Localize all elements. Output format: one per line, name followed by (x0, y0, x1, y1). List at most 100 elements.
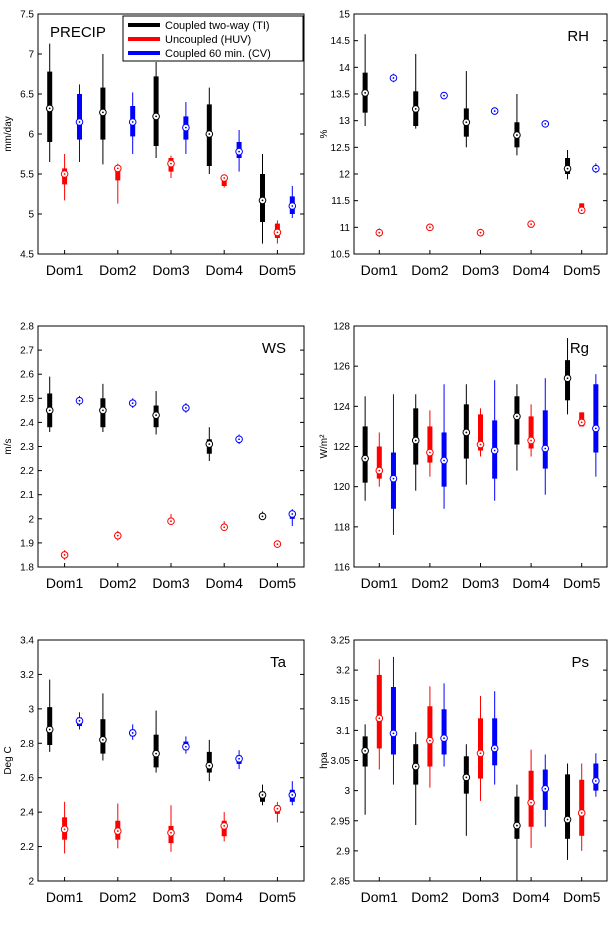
box-ps-s2-c0 (389, 656, 398, 785)
box-rh-s0-c3 (513, 94, 521, 156)
median-dot (566, 167, 569, 170)
box-rh-s1-c1 (426, 223, 434, 232)
panel-ta: 2 2.2 2.4 2.6 2.8 3 3.2 3.4 Deg C Ta Dom1 Dom2 Dom3 D… (3, 636, 305, 905)
y-tick-label: 2.6 (20, 370, 34, 381)
box (565, 774, 571, 839)
y-axis-label: mm/day (3, 116, 14, 152)
median-dot (291, 513, 294, 515)
box (593, 384, 599, 453)
median-dot (414, 108, 417, 110)
y-tick-label: 2 (28, 877, 34, 888)
median-dot (594, 427, 597, 430)
x-tick-label: Dom4 (512, 575, 550, 591)
y-tick-label: 116 (334, 563, 350, 574)
median-dot (223, 825, 226, 827)
box-precip-s0-c0 (45, 43, 54, 162)
box-ps-s0-c4 (563, 763, 572, 860)
box-rh-s1-c2 (476, 228, 485, 237)
box-precip-s0-c1 (99, 54, 107, 165)
median-dot (530, 439, 532, 442)
box-rg-s1-c1 (426, 410, 434, 477)
box-rg-s2-c1 (440, 384, 448, 509)
y-tick-label: 15 (339, 10, 351, 21)
median-dot (291, 205, 294, 207)
x-tick-label: Dom3 (152, 889, 190, 905)
median-dot (78, 720, 81, 722)
x-tick-label: Dom5 (259, 889, 297, 905)
x-tick-label: Dom4 (206, 262, 244, 278)
median-dot (516, 415, 518, 418)
y-tick-label: 13 (339, 116, 351, 127)
box-ws-s1-c2 (167, 513, 175, 526)
panel-rh: 10.5 11 11.5 12 12.5 13 13.5 14 14.5 15% RH Dom1 Dom… (319, 10, 608, 278)
median-dot (155, 115, 158, 118)
median-dot (184, 407, 187, 409)
box (514, 796, 520, 839)
median-dot (63, 828, 66, 831)
median-dot (378, 469, 381, 472)
y-tick-label: 13.5 (331, 90, 351, 101)
panel-ws: 1.8 1.9 2 2.1 2.2 2.3 2.4 2.5 2.6 2.7 2.8 m/s WS Dom1… (3, 322, 305, 591)
box-ps-s0-c0 (361, 724, 369, 815)
median-dot (392, 732, 395, 735)
box-ta-s0-c0 (45, 679, 54, 752)
median-dot (443, 459, 445, 462)
x-tick-label: Dom2 (99, 262, 137, 278)
box-ta-s2-c3 (235, 750, 243, 770)
box-rh-s2-c0 (389, 73, 398, 83)
box-ws-s1-c4 (273, 540, 282, 548)
y-tick-label: 7 (28, 50, 34, 61)
box-rh-s2-c1 (440, 91, 448, 100)
box-rh-s2-c3 (541, 120, 550, 128)
x-tick-label: Dom3 (462, 575, 500, 591)
box-rg-s1-c2 (476, 408, 485, 457)
x-tick-label: Dom5 (259, 262, 297, 278)
x-tick-label: Dom2 (99, 575, 137, 591)
y-tick-label: 2.5 (20, 394, 34, 405)
legend: Coupled two-way (TI) Uncoupled (HUV) Coupl… (122, 15, 304, 62)
y-tick-label: 2.95 (331, 816, 351, 827)
y-tick-label: 3.25 (331, 636, 351, 647)
box-precip-s2-c0 (75, 84, 84, 162)
box-rg-s0-c1 (411, 394, 420, 491)
y-tick-label: 2.4 (20, 808, 34, 819)
y-tick-label: 2.8 (20, 322, 34, 333)
box-rh-s0-c1 (411, 54, 420, 129)
box-rg-s1-c3 (527, 404, 535, 457)
y-tick-label: 1.9 (20, 538, 34, 549)
box-precip-s2-c2 (182, 102, 190, 154)
median-dot (429, 739, 431, 742)
median-dot (261, 199, 264, 202)
box-ps-s2-c4 (592, 753, 600, 797)
median-dot (102, 738, 104, 741)
box-rh-s0-c2 (462, 71, 471, 148)
x-tick-label: Dom1 (46, 575, 84, 591)
box-rh-s0-c0 (361, 34, 369, 126)
x-tick-label: Dom4 (206, 575, 244, 591)
median-dot (276, 231, 279, 234)
median-dot (131, 402, 134, 405)
y-tick-label: 10.5 (331, 250, 351, 261)
box-ta-s2-c0 (75, 712, 84, 730)
median-dot (566, 377, 569, 380)
box (376, 674, 382, 749)
y-tick-label: 14 (339, 63, 351, 74)
x-tick-label: Dom5 (563, 889, 601, 905)
y-tick-label: 4.5 (20, 250, 34, 261)
panel-label: Rg (570, 340, 589, 357)
median-dot (364, 457, 367, 460)
box-ws-s0-c1 (99, 383, 107, 433)
y-tick-label: 2.9 (336, 846, 350, 857)
x-tick-label: Dom3 (462, 889, 500, 905)
box-rh-s0-c4 (563, 150, 572, 180)
box-ws-s0-c4 (258, 511, 267, 521)
median-dot (414, 765, 417, 768)
y-tick-label: 2 (28, 514, 34, 525)
y-tick-label: 118 (334, 522, 350, 533)
y-tick-label: 5.5 (20, 170, 34, 181)
y-tick-label: 2.7 (20, 346, 34, 357)
median-dot (594, 167, 597, 170)
box-precip-s1-c1 (114, 163, 122, 204)
y-tick-label: 3.4 (20, 636, 34, 647)
box-rg-s0-c2 (462, 384, 471, 485)
